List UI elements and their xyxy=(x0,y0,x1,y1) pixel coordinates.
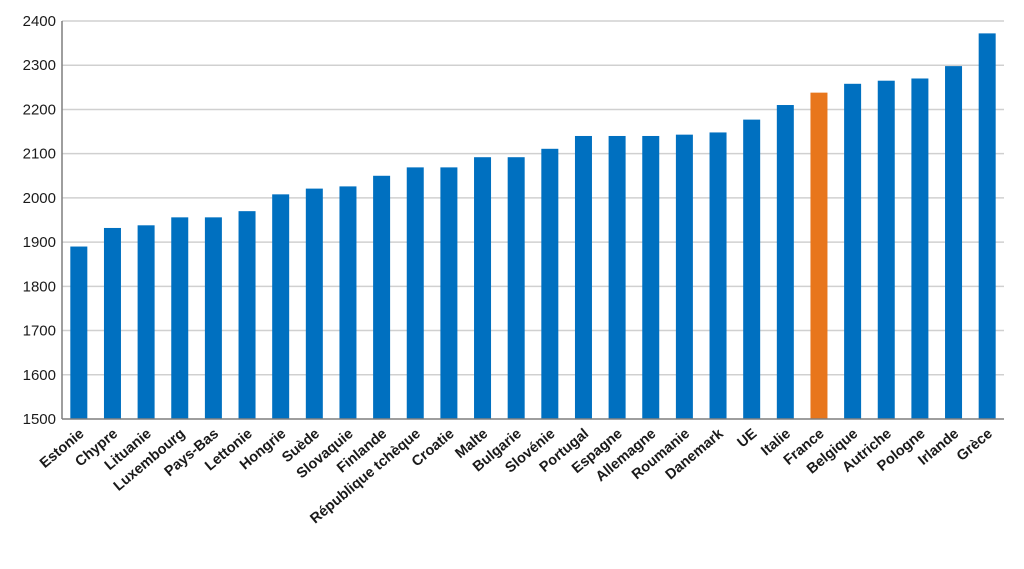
bar-luxembourg xyxy=(171,217,189,419)
bar-malte xyxy=(474,157,492,419)
bar-danemark xyxy=(709,132,727,419)
y-tick-label: 1800 xyxy=(23,278,56,295)
y-tick-label: 1600 xyxy=(23,367,56,384)
bar-espagne xyxy=(608,135,626,419)
bar-italie xyxy=(776,105,794,420)
bar-belgique xyxy=(844,83,862,419)
y-tick-label: 2300 xyxy=(23,57,56,74)
bars xyxy=(70,33,996,420)
y-tick-label: 2100 xyxy=(23,146,56,163)
bar-ue xyxy=(743,119,761,420)
bar-gr-ce xyxy=(978,33,996,419)
grid-lines xyxy=(62,20,1004,376)
y-tick-label: 1700 xyxy=(23,323,56,340)
y-axis-tick-labels: 1500 1600 1700 1800 1900 2000 2100 2200 2300 2400 xyxy=(23,13,56,428)
bar-finlande xyxy=(373,175,391,419)
y-tick-label: 1500 xyxy=(23,411,56,428)
bar-chypre xyxy=(103,227,121,419)
bar-croatie xyxy=(440,167,458,419)
y-tick-label: 2400 xyxy=(23,13,56,30)
category-label: Grèce xyxy=(954,426,996,465)
bar-pologne xyxy=(911,78,929,419)
bar-roumanie xyxy=(675,134,693,419)
bar-su-de xyxy=(305,188,323,419)
bar-france xyxy=(810,92,828,419)
bar-estonie xyxy=(70,246,88,419)
y-tick-label: 1900 xyxy=(23,234,56,251)
bar-lituanie xyxy=(137,225,155,419)
bar-lettonie xyxy=(238,211,256,419)
bar-slov-nie xyxy=(541,148,559,419)
y-tick-label: 2200 xyxy=(23,101,56,118)
bar-hongrie xyxy=(272,194,290,419)
bar-r-publique-tch-que xyxy=(406,167,424,419)
bar-portugal xyxy=(574,135,592,419)
y-tick-label: 2000 xyxy=(23,190,56,207)
bar-pays-bas xyxy=(204,217,222,419)
x-axis-category-labels: EstonieChypreLituanieLuxembourgPays-BasL… xyxy=(37,425,996,527)
bar-irlande xyxy=(945,66,963,420)
category-label: UE xyxy=(735,426,761,451)
bar-slovaquie xyxy=(339,186,357,419)
bar-allemagne xyxy=(642,135,660,419)
bar-bulgarie xyxy=(507,157,525,419)
bar-autriche xyxy=(877,80,895,419)
